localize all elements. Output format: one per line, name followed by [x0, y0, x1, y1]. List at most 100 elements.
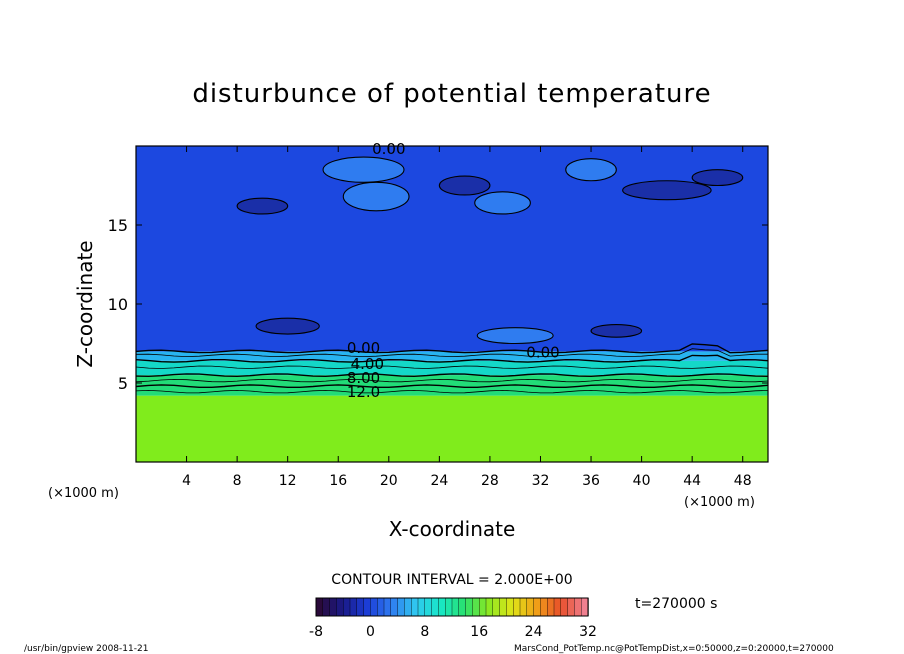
- x-tick-label: 32: [532, 473, 550, 489]
- disturbance-blob-2: [474, 191, 531, 215]
- disturbance-blob-6: [236, 197, 289, 215]
- contour-line-4: [136, 373, 768, 378]
- colorbar-tick-label: -8: [309, 624, 323, 640]
- x-tick-label: 40: [633, 473, 651, 489]
- colorbar-segment: [438, 597, 446, 617]
- contour-label-5: 12.0: [347, 383, 380, 401]
- colorbar-segment: [506, 597, 514, 617]
- x-tick-label: 48: [734, 473, 752, 489]
- colorbar-segment: [458, 597, 467, 617]
- x-tick-label: 12: [279, 473, 297, 489]
- contour-plot-area: [136, 146, 768, 462]
- contour-label-2: 0.00: [526, 344, 559, 362]
- footer-left: /usr/bin/gpview 2008-11-21: [24, 644, 148, 654]
- x-tick-label: 8: [233, 473, 242, 489]
- colorbar-segment: [472, 597, 480, 617]
- disturbance-blob-7: [255, 317, 320, 335]
- colorbar-segment: [533, 597, 542, 617]
- colorbar-segment: [390, 597, 399, 617]
- x-unit-label-right: (×1000 m): [684, 495, 755, 510]
- colorbar-segment: [363, 597, 372, 617]
- colorbar-segment: [315, 597, 324, 617]
- disturbance-blob-3: [565, 158, 617, 182]
- contour-band-2: [136, 360, 768, 376]
- x-axis-label: X-coordinate: [389, 517, 516, 541]
- contour-label-4: 8.00: [347, 369, 380, 387]
- x-tick-label: 44: [683, 473, 701, 489]
- disturbance-blob-10: [691, 169, 744, 187]
- y-tick-label: 5: [118, 374, 128, 393]
- colorbar-segment: [383, 597, 392, 617]
- colorbar-segment: [567, 597, 576, 617]
- x-tick-label: 4: [182, 473, 191, 489]
- colorbar-segment: [343, 597, 351, 617]
- disturbance-blob-0: [342, 181, 410, 212]
- colorbar-tick-label: 8: [420, 624, 429, 640]
- colorbar-segment: [499, 597, 508, 617]
- colorbar-segment: [485, 597, 494, 617]
- colorbar-segment: [356, 597, 365, 617]
- contour-line-1: [136, 348, 768, 358]
- colorbar-frame: [315, 597, 589, 617]
- colorbar-tick-label: 24: [525, 624, 543, 640]
- x-tick-label: 36: [582, 473, 600, 489]
- colorbar-segment: [370, 597, 378, 617]
- colorbar-segment: [411, 597, 419, 617]
- colorbar-segment: [397, 597, 406, 617]
- colorbar-segment: [322, 597, 331, 617]
- colorbar-segment: [519, 597, 528, 617]
- y-tick-label: 15: [108, 216, 128, 235]
- colorbar-segment: [404, 597, 412, 617]
- contour-band-1: [136, 375, 768, 396]
- y-axis-label: Z-coordinate: [73, 240, 97, 367]
- contour-label-3: 4.00: [351, 355, 384, 373]
- colorbar-segment: [417, 597, 426, 617]
- colorbar-segment: [492, 597, 501, 617]
- disturbance-blob-4: [622, 180, 712, 201]
- colorbar-segment: [553, 597, 562, 617]
- colorbar-segment: [581, 597, 589, 617]
- contour-band-3: [136, 351, 768, 361]
- colorbar-tick-label: 0: [366, 624, 375, 640]
- colorbar-tick-label: 16: [470, 624, 488, 640]
- colorbar-tick-label: 32: [579, 624, 597, 640]
- x-tick-label: 24: [430, 473, 448, 489]
- x-unit-label-left: (×1000 m): [48, 486, 119, 501]
- colorbar-segment: [513, 597, 521, 617]
- contour-label-0: 0.00: [372, 140, 405, 158]
- colorbar-segment: [431, 597, 440, 617]
- footer-right: MarsCond_PotTemp.nc@PotTempDist,x=0:5000…: [514, 644, 834, 654]
- disturbance-blob-8: [476, 327, 554, 345]
- x-tick-label: 28: [481, 473, 499, 489]
- contour-line-2: [136, 354, 768, 363]
- colorbar-segment: [465, 597, 474, 617]
- colorbar-segment: [451, 597, 460, 617]
- colorbar-segment: [349, 597, 358, 617]
- colorbar-segment: [377, 597, 385, 617]
- colorbar-segment: [329, 597, 338, 617]
- contour-line-7: [136, 389, 768, 394]
- colorbar-segment: [547, 597, 555, 617]
- contour-line-3: [136, 365, 768, 369]
- colorbar-segment: [479, 597, 487, 617]
- colorbar-segment: [445, 597, 453, 617]
- contour-interval-text: CONTOUR INTERVAL = 2.000E+00: [331, 572, 572, 588]
- contour-line-6: [136, 384, 768, 388]
- colorbar-segment: [424, 597, 433, 617]
- chart-title: disturbunce of potential temperature: [192, 79, 711, 109]
- y-tick-label: 10: [108, 295, 128, 314]
- contour-line-0: [136, 343, 768, 354]
- disturbance-blob-5: [438, 175, 491, 196]
- contour-label-1: 0.00: [347, 339, 380, 357]
- colorbar-segment: [526, 597, 535, 617]
- disturbance-blob-9: [590, 323, 643, 338]
- colorbar-segment: [336, 597, 344, 617]
- x-tick-label: 16: [329, 473, 347, 489]
- contour-band-0: [136, 395, 768, 462]
- x-tick-label: 20: [380, 473, 398, 489]
- colorbar-segment: [560, 597, 569, 617]
- disturbance-blob-1: [322, 156, 405, 183]
- colorbar-segment: [540, 597, 548, 617]
- contour-line-5: [136, 378, 768, 383]
